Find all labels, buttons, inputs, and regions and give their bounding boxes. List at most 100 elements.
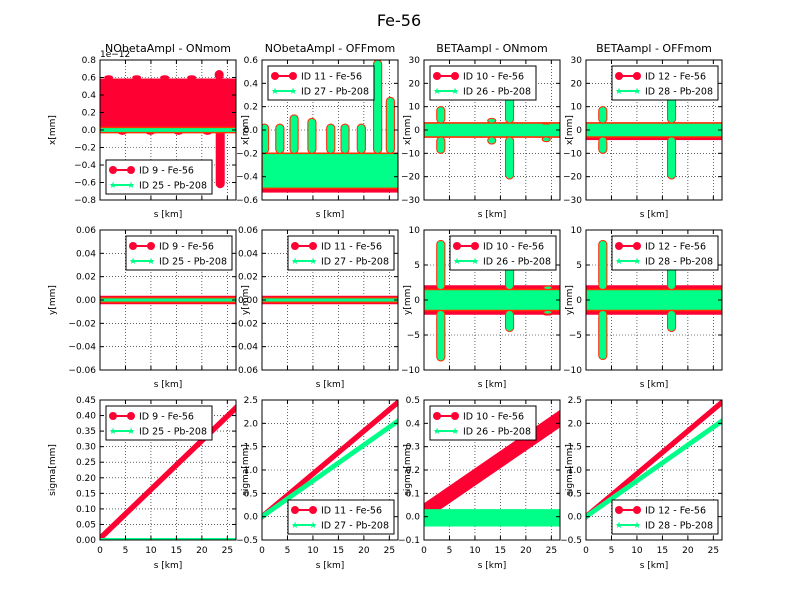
legend-marker: ★ bbox=[615, 87, 623, 97]
subplot: 10 5 0 −5 −10 s [km] y[mm] ID 10 - Fe-56 ★ ★ ID 26… bbox=[401, 226, 561, 390]
series-line bbox=[586, 400, 722, 521]
x-axis-label: s [km] bbox=[316, 210, 345, 220]
y-tick-label: 10 bbox=[409, 103, 421, 113]
series-band bbox=[586, 288, 722, 312]
legend-marker: ★ bbox=[289, 87, 297, 97]
y-axis-label: sigma[mm] bbox=[403, 444, 413, 496]
series-spike bbox=[132, 75, 142, 80]
y-tick-label: 2.0 bbox=[568, 419, 583, 429]
legend-label: ID 12 - Fe-56 bbox=[645, 72, 706, 83]
y-tick-label: 0.2 bbox=[244, 103, 258, 113]
legend-box bbox=[125, 235, 233, 271]
series-spike bbox=[667, 136, 677, 180]
y-tick-label: 0.05 bbox=[76, 520, 96, 530]
y-tick-label: −0.6 bbox=[236, 196, 258, 206]
plot-data bbox=[424, 240, 560, 362]
legend-marker bbox=[471, 242, 479, 250]
x-axis-label: s [km] bbox=[478, 210, 507, 220]
subplot: 0 5 10 15 20 25 2.5 2.0 1.5 1.0 0.5 0.0 −0.5 s [km] si… bbox=[236, 396, 399, 571]
y-tick-label: 0.3 bbox=[406, 443, 420, 453]
series-spike bbox=[598, 310, 608, 360]
legend: ID 10 - Fe-56 ★ ★ ID 26 - Pb-208 bbox=[449, 235, 557, 271]
plot-data bbox=[586, 96, 722, 180]
subplot: 30 20 10 0 −10 −20 −30 BETAampl - OFFmom s [km] x… bbox=[563, 42, 723, 220]
legend: ID 10 - Fe-56 ★ ★ ID 26 - Pb-208 bbox=[429, 65, 537, 101]
y-tick-label: 0.15 bbox=[76, 489, 96, 499]
plot-data bbox=[424, 94, 560, 180]
legend-box bbox=[287, 235, 395, 271]
plot-data bbox=[262, 295, 398, 305]
legend-marker bbox=[633, 506, 641, 514]
legend-marker bbox=[309, 506, 317, 514]
x-tick-label: 10 bbox=[469, 546, 481, 556]
x-tick-label: 20 bbox=[358, 546, 370, 556]
subplot-title: BETAampl - ONmom bbox=[436, 42, 547, 55]
subplot-title: NObetaAmpl - OFFmom bbox=[265, 42, 395, 55]
legend-label: ID 9 - Fe-56 bbox=[139, 412, 194, 423]
x-axis-label: s [km] bbox=[316, 380, 345, 390]
y-tick-label: 0.0 bbox=[244, 513, 259, 523]
series-spike bbox=[187, 75, 197, 80]
legend-marker bbox=[615, 506, 623, 514]
series-spike bbox=[667, 96, 677, 124]
y-tick-label: 0.0 bbox=[82, 126, 97, 136]
y-tick-label: −0.2 bbox=[236, 149, 258, 159]
legend-marker bbox=[433, 72, 441, 80]
x-tick-label: 5 bbox=[447, 546, 453, 556]
y-tick-label: 0 bbox=[576, 296, 582, 306]
legend: ID 11 - Fe-56 ★ ★ ID 27 - Pb-208 bbox=[267, 65, 375, 101]
series-line bbox=[424, 509, 560, 527]
series-spike bbox=[543, 310, 553, 315]
x-axis-label: s [km] bbox=[478, 561, 507, 571]
figure-title: Fe-56 bbox=[377, 11, 421, 30]
axis-offset-text: 1e−12 bbox=[100, 50, 130, 60]
legend: ID 12 - Fe-56 ★ ★ ID 28 - Pb-208 bbox=[611, 499, 719, 535]
legend-marker: ★ bbox=[453, 257, 461, 267]
legend-marker bbox=[453, 242, 461, 250]
legend-label: ID 10 - Fe-56 bbox=[463, 72, 524, 83]
series-spike bbox=[340, 123, 350, 154]
y-tick-label: −5 bbox=[407, 331, 420, 341]
y-tick-label: 0.00 bbox=[76, 536, 96, 546]
subplot: 10 5 0 −5 −10 s [km] y[mm] ID 12 - Fe-56 ★ ★ ID 28… bbox=[563, 226, 723, 390]
series-spike bbox=[215, 129, 225, 189]
y-tick-label: 20 bbox=[409, 79, 421, 89]
series-line bbox=[262, 418, 398, 520]
legend-label: ID 25 - Pb-208 bbox=[159, 257, 227, 268]
series-band bbox=[100, 78, 236, 131]
y-tick-label: 0.06 bbox=[76, 226, 96, 236]
y-tick-label: 0.35 bbox=[76, 427, 96, 437]
series-spike bbox=[541, 136, 551, 143]
y-axis-label: x[mm] bbox=[565, 115, 575, 145]
legend-marker: ★ bbox=[127, 181, 135, 191]
subplot: 0.06 0.04 0.02 0.00 −0.02 −0.04 −0.06 s [km] y[m… bbox=[48, 226, 237, 390]
y-tick-label: −30 bbox=[563, 196, 582, 206]
y-tick-label: 0.5 bbox=[244, 489, 258, 499]
legend-marker: ★ bbox=[127, 427, 135, 437]
y-tick-label: 0.6 bbox=[244, 56, 259, 66]
y-tick-label: 2.5 bbox=[244, 396, 258, 406]
subplot: 0 5 10 15 20 25 2.5 2.0 1.5 1.0 0.5 0.0 −0.5 s [km] si… bbox=[560, 396, 723, 571]
y-tick-label: 30 bbox=[571, 56, 583, 66]
y-tick-label: 0 bbox=[576, 126, 582, 136]
series-spike bbox=[598, 240, 608, 290]
y-axis-label: y[mm] bbox=[565, 285, 575, 315]
legend-marker: ★ bbox=[109, 181, 117, 191]
series-line bbox=[586, 418, 722, 520]
y-tick-label: 0 bbox=[414, 126, 420, 136]
y-tick-label: 0.40 bbox=[76, 412, 96, 422]
y-tick-label: 10 bbox=[409, 226, 421, 236]
subplot: 0 5 10 15 20 25 0.5 0.4 0.3 0.2 0.1 0.0 −0.1 s [km] si… bbox=[398, 396, 561, 571]
x-tick-label: 5 bbox=[285, 546, 291, 556]
y-axis-label: sigma[mm] bbox=[48, 444, 58, 496]
legend-box bbox=[449, 235, 557, 271]
legend-marker bbox=[127, 412, 135, 420]
legend: ID 12 - Fe-56 ★ ★ ID 28 - Pb-208 bbox=[611, 65, 719, 101]
x-tick-label: 0 bbox=[421, 546, 427, 556]
legend: ID 9 - Fe-56 ★ ★ ID 25 - Pb-208 bbox=[105, 405, 213, 441]
x-axis-label: s [km] bbox=[640, 210, 669, 220]
y-axis-label: x[mm] bbox=[403, 115, 413, 145]
y-tick-label: 0.6 bbox=[82, 74, 97, 84]
x-tick-label: 15 bbox=[333, 546, 344, 556]
plot-data bbox=[100, 295, 236, 305]
